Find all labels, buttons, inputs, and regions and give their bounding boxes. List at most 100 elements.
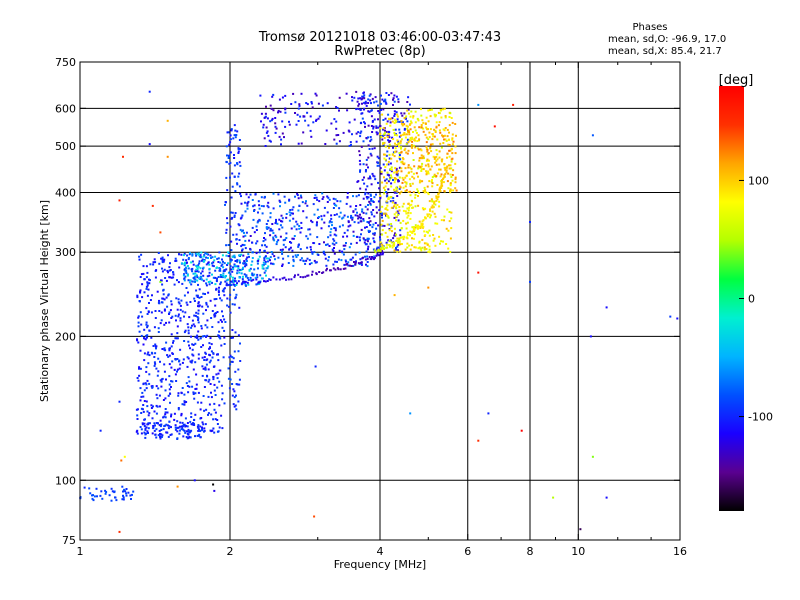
data-point xyxy=(290,278,293,281)
data-point xyxy=(409,166,412,169)
data-point xyxy=(306,237,309,240)
data-point xyxy=(232,283,235,286)
data-point xyxy=(332,197,335,200)
data-point xyxy=(368,217,371,220)
data-point xyxy=(233,134,236,137)
data-point xyxy=(170,303,173,306)
data-point xyxy=(164,277,167,279)
data-point xyxy=(446,180,449,183)
data-point xyxy=(189,252,191,255)
data-point xyxy=(264,145,267,147)
data-point xyxy=(406,127,409,130)
data-point xyxy=(352,234,355,237)
data-point xyxy=(321,192,324,195)
data-point xyxy=(160,319,163,322)
data-point xyxy=(297,254,299,257)
data-point xyxy=(369,224,372,227)
data-point xyxy=(306,274,309,277)
data-point xyxy=(407,108,410,111)
data-point xyxy=(287,278,290,281)
data-point xyxy=(403,162,406,165)
data-point xyxy=(362,211,365,214)
data-point xyxy=(452,189,455,192)
data-point xyxy=(387,163,390,166)
data-point xyxy=(218,330,221,333)
data-point xyxy=(378,249,381,252)
data-point xyxy=(197,252,200,255)
data-point xyxy=(271,117,274,120)
data-point xyxy=(325,264,328,267)
data-point xyxy=(398,135,401,138)
data-point xyxy=(234,296,237,299)
data-point xyxy=(299,248,302,251)
data-point xyxy=(163,308,166,311)
data-point xyxy=(122,490,124,493)
data-point xyxy=(330,228,333,231)
data-point xyxy=(420,170,423,172)
data-point xyxy=(207,395,210,398)
data-point xyxy=(441,179,444,181)
data-point xyxy=(413,228,416,231)
data-point xyxy=(379,132,382,135)
data-point xyxy=(401,243,403,245)
data-point xyxy=(197,353,200,356)
data-point xyxy=(242,262,245,265)
data-point xyxy=(184,431,187,434)
data-point xyxy=(244,284,247,287)
data-point xyxy=(297,245,300,248)
data-point xyxy=(314,92,317,95)
data-point xyxy=(217,359,220,362)
data-point xyxy=(271,95,274,98)
data-point xyxy=(255,242,258,245)
data-point xyxy=(297,273,300,276)
data-point xyxy=(380,223,383,226)
data-point xyxy=(333,138,336,141)
data-point xyxy=(436,172,439,175)
data-point xyxy=(401,160,404,163)
data-point xyxy=(279,205,281,208)
data-point xyxy=(441,108,444,111)
data-point xyxy=(266,257,269,260)
data-point xyxy=(298,243,300,246)
data-point xyxy=(198,296,201,299)
data-point xyxy=(388,178,391,181)
data-point xyxy=(152,263,155,266)
data-point xyxy=(364,188,367,191)
data-point xyxy=(440,173,443,176)
data-point xyxy=(326,267,328,270)
data-point xyxy=(422,225,425,228)
data-point xyxy=(296,113,299,116)
data-point xyxy=(251,226,254,229)
data-point xyxy=(285,232,288,235)
data-point xyxy=(147,427,150,430)
data-point xyxy=(200,272,202,275)
data-point xyxy=(366,257,369,260)
data-point xyxy=(411,200,413,203)
data-point xyxy=(267,226,270,229)
data-point xyxy=(400,227,403,230)
data-point xyxy=(435,114,437,117)
data-point xyxy=(185,436,188,438)
data-point xyxy=(295,228,298,231)
data-point xyxy=(136,432,139,435)
data-point xyxy=(228,162,231,165)
data-point xyxy=(206,275,209,278)
chart-subtitle: RwPretec (8p) xyxy=(334,44,425,59)
data-point xyxy=(196,336,199,339)
data-point xyxy=(230,129,233,132)
data-point xyxy=(306,257,309,260)
data-point xyxy=(204,366,207,369)
data-point xyxy=(216,423,219,425)
data-point xyxy=(165,321,167,324)
data-point xyxy=(229,273,232,276)
data-point xyxy=(202,266,205,269)
data-point xyxy=(323,221,326,224)
data-point xyxy=(175,297,178,300)
data-point xyxy=(418,241,421,244)
data-point xyxy=(200,401,203,404)
data-point xyxy=(326,211,329,214)
data-point xyxy=(395,170,398,173)
data-point xyxy=(216,377,219,380)
data-point xyxy=(168,383,171,386)
data-point xyxy=(231,255,234,258)
